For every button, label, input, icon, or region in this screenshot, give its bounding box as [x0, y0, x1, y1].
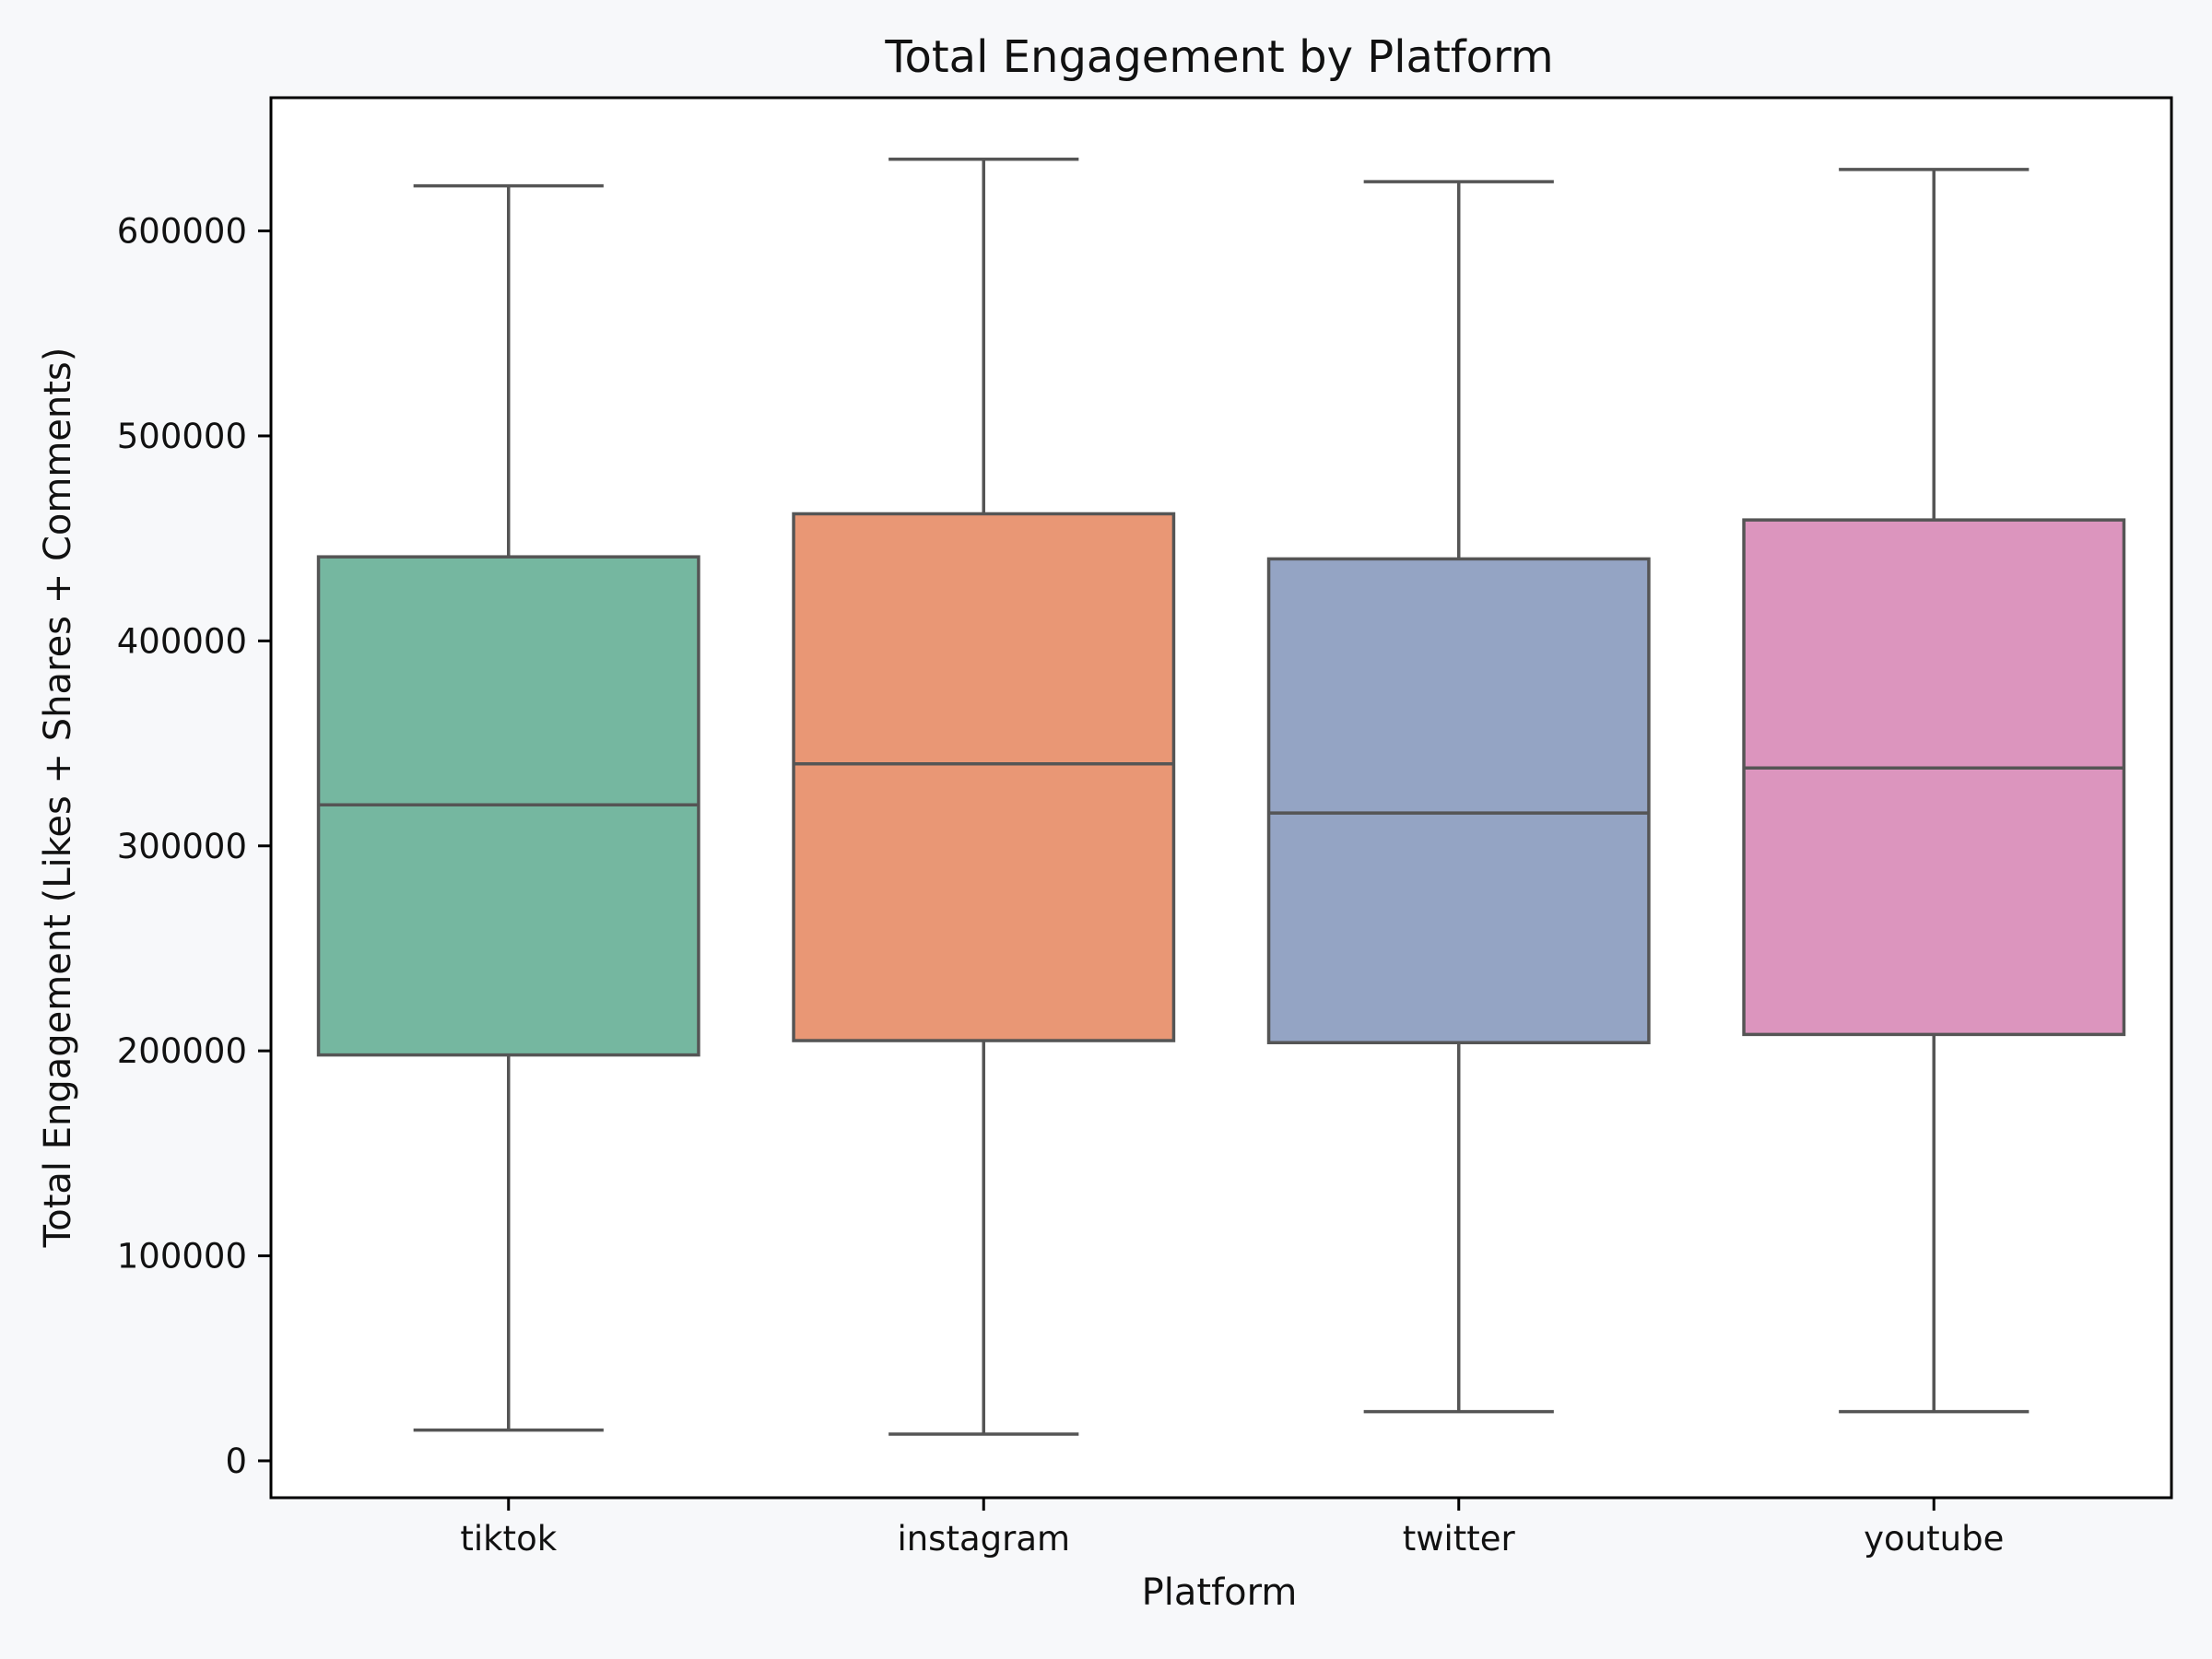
x-axis: tiktok instagram twitter youtube — [460, 1498, 2004, 1559]
y-tick-label: 600000 — [117, 212, 247, 252]
y-axis: 0 100000 200000 300000 400000 500000 600000 — [117, 212, 271, 1481]
y-tick-label: 500000 — [117, 417, 247, 456]
y-tick-label: 400000 — [117, 621, 247, 661]
x-tick-label-youtube: youtube — [1864, 1519, 2004, 1559]
x-axis-label: Platform — [1142, 1571, 1298, 1614]
y-tick-label: 200000 — [117, 1031, 247, 1071]
x-tick-label-instagram: instagram — [897, 1519, 1070, 1559]
chart-title: Total Engagement by Platform — [884, 31, 1553, 83]
plot-frame — [269, 96, 2173, 1500]
iqr-box-twitter — [1266, 557, 1651, 1045]
x-tick-label-twitter: twitter — [1403, 1519, 1516, 1559]
iqr-box-instagram — [792, 512, 1176, 1042]
boxes-layer — [316, 157, 2126, 1436]
y-tick-label: 100000 — [117, 1237, 247, 1277]
x-tick-label-tiktok: tiktok — [460, 1519, 557, 1559]
box-group-instagram — [792, 157, 1176, 1436]
y-tick-label: 0 — [225, 1441, 247, 1481]
y-axis-label: Total Engagement (Likes + Shares + Comme… — [37, 347, 79, 1249]
box-group-tiktok — [316, 183, 700, 1432]
box-group-twitter — [1266, 180, 1651, 1414]
box-group-youtube — [1742, 168, 2126, 1414]
iqr-box-youtube — [1742, 518, 2126, 1037]
y-tick-label: 300000 — [117, 827, 247, 866]
